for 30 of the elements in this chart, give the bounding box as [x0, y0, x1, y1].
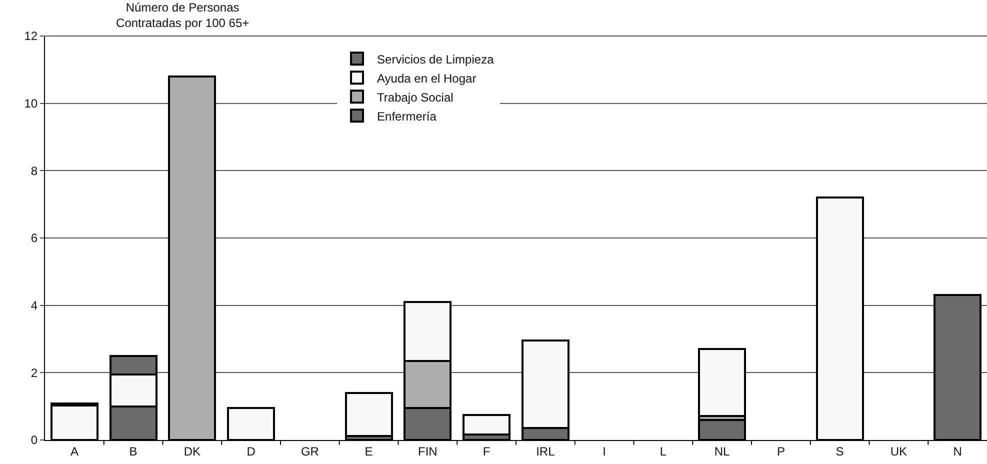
bar — [344, 392, 393, 437]
x-tick-label: N — [953, 444, 962, 458]
x-tick-label: FIN — [418, 444, 438, 458]
chart-title: Número de Personas Contratadas por 100 65+ — [116, 0, 250, 30]
x-tick-label: P — [776, 444, 785, 458]
x-tick-label: I — [602, 444, 606, 458]
y-tick-label: 0 — [30, 433, 38, 448]
bar — [698, 348, 746, 417]
y-tick-label: 12 — [24, 29, 38, 44]
y-tick-label: 8 — [30, 164, 38, 178]
x-tick-label: B — [129, 444, 138, 458]
y-tick-label: 2 — [30, 366, 38, 380]
x-tick-label: S — [836, 444, 844, 458]
y-tick-label: 4 — [30, 298, 38, 313]
x-tick-label: E — [364, 444, 373, 458]
legend-label: Enfermería — [377, 109, 437, 124]
y-tick-label: 6 — [30, 231, 38, 246]
x-tick-label: D — [246, 444, 256, 458]
x-tick-label: GR — [300, 444, 320, 458]
legend-label: Servicios de Limpieza — [377, 52, 494, 66]
x-tick-label: UK — [890, 444, 908, 458]
x-tick-label: IRL — [536, 444, 556, 458]
legend-label: Trabajo Social — [377, 90, 454, 104]
legend-label: Ayuda en el Hogar — [377, 71, 476, 86]
x-tick-label: L — [660, 444, 667, 458]
x-tick-label: NL — [714, 444, 730, 458]
x-tick-label: DK — [184, 444, 201, 458]
x-tick-label: F — [482, 444, 490, 458]
y-tick-label: 10 — [24, 96, 38, 111]
x-tick-label: A — [70, 444, 78, 458]
